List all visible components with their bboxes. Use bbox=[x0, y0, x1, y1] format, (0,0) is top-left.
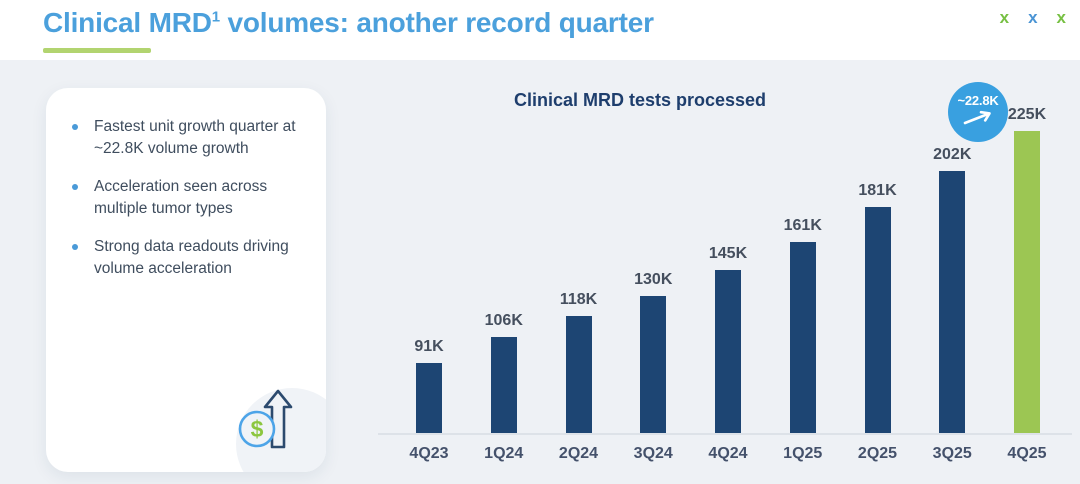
x-axis-line bbox=[378, 433, 1072, 435]
bar-value-label: 91K bbox=[414, 338, 444, 355]
bullet-list: Fastest unit growth quarter at ~22.8K vo… bbox=[46, 88, 326, 280]
x-axis-tick-label: 3Q25 bbox=[932, 445, 972, 462]
page-title-footnote-marker: 1 bbox=[211, 8, 220, 26]
bar-value-label: 118K bbox=[559, 291, 598, 308]
bar-1Q25 bbox=[789, 242, 816, 434]
brand-x-mark: x bbox=[999, 8, 1010, 27]
page-title: Clinical MRD1 volumes: another record qu… bbox=[43, 7, 654, 39]
bullet-item: Acceleration seen across multiple tumor … bbox=[68, 176, 306, 220]
bullet-dot bbox=[72, 184, 78, 190]
bullet-text: Acceleration seen across multiple tumor … bbox=[94, 178, 268, 217]
x-axis-tick-label: 2Q24 bbox=[558, 445, 599, 462]
page-title-tail: volumes: another record quarter bbox=[219, 7, 654, 38]
x-axis-tick-label: 4Q25 bbox=[1007, 445, 1047, 462]
bar-1Q24 bbox=[490, 337, 517, 434]
chart-title: Clinical MRD tests processed bbox=[513, 90, 767, 110]
bar-value-label: 145K bbox=[708, 245, 748, 262]
takeaways-card: Fastest unit growth quarter at ~22.8K vo… bbox=[46, 88, 326, 472]
trend-up-arrow-icon bbox=[963, 110, 991, 125]
page-title-main: Clinical MRD bbox=[43, 7, 212, 38]
mrd-volume-chart: Clinical MRD tests processed 91K 4Q23 106K… bbox=[360, 60, 1080, 484]
bar-value-label: 181K bbox=[858, 182, 897, 199]
bar-value-label: 225K bbox=[1007, 106, 1047, 123]
bullet-dot bbox=[72, 244, 78, 250]
x-axis-tick-label: 3Q24 bbox=[633, 445, 673, 462]
bullet-item: Strong data readouts driving volume acce… bbox=[68, 236, 306, 280]
bar-4Q23 bbox=[416, 363, 442, 434]
bar-2Q25 bbox=[864, 207, 891, 434]
x-axis-tick-label: 4Q24 bbox=[708, 445, 748, 462]
bar-3Q25 bbox=[939, 171, 966, 434]
bullet-dot bbox=[72, 124, 78, 130]
bullet-text: Strong data readouts driving volume acce… bbox=[94, 238, 289, 277]
x-axis-tick-label: 4Q23 bbox=[409, 445, 449, 462]
bar-value-label: 106K bbox=[484, 312, 523, 329]
brand-x-mark: x bbox=[1056, 8, 1066, 27]
x-axis-tick-label: 1Q25 bbox=[783, 445, 823, 462]
bar-4Q24 bbox=[715, 270, 741, 434]
bullet-item: Fastest unit growth quarter at ~22.8K vo… bbox=[68, 116, 306, 160]
slide-header: Clinical MRD1 volumes: another record qu… bbox=[0, 0, 1080, 60]
bullet-text: Fastest unit growth quarter at ~22.8K vo… bbox=[94, 118, 296, 157]
title-accent-underline bbox=[43, 48, 151, 53]
bar-value-label: 130K bbox=[634, 271, 673, 288]
x-axis-tick-label: 2Q25 bbox=[857, 445, 898, 462]
x-axis-tick-label: 1Q24 bbox=[484, 445, 524, 462]
bar-3Q24 bbox=[640, 296, 667, 434]
slide-body: Fastest unit growth quarter at ~22.8K vo… bbox=[0, 60, 1080, 484]
growth-callout-badge: ~22.8K bbox=[948, 82, 1008, 142]
svg-text:$: $ bbox=[251, 416, 264, 442]
brand-x-mark: x bbox=[1028, 8, 1038, 27]
bar-value-label: 161K bbox=[783, 217, 822, 234]
bar-2Q24 bbox=[565, 316, 592, 434]
bar-4Q25 bbox=[1014, 131, 1040, 434]
bar-value-label: 202K bbox=[933, 146, 972, 163]
dollar-growth-arrow-icon: $ bbox=[234, 385, 298, 458]
growth-callout-value: ~22.8K bbox=[957, 93, 999, 108]
